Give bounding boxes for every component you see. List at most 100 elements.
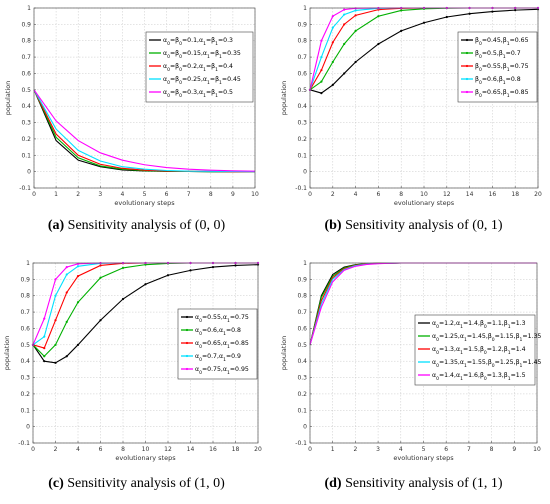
series-point-1	[320, 91, 323, 95]
series-point-2	[343, 42, 346, 46]
y-tick-label: 0.3	[297, 375, 307, 382]
x-tick-label: 12	[164, 446, 172, 453]
x-tick-label: 9	[231, 191, 235, 198]
x-tick-label: 2	[76, 191, 80, 198]
y-axis-label: population	[280, 81, 288, 116]
series-point-1	[468, 12, 471, 15]
series-point-1	[189, 269, 192, 272]
x-tick-label: 1	[331, 446, 335, 453]
series-point-2	[144, 263, 147, 266]
y-tick-label: 0.8	[297, 38, 307, 45]
x-tick-label: 12	[443, 191, 451, 198]
caption-b: (b) Sensitivity analysis of (0, 1)	[277, 218, 550, 234]
series-point-1	[99, 319, 102, 322]
legend-label-1: β0=0.45,β1=0.65	[475, 37, 529, 47]
y-tick-label: 0.5	[297, 342, 307, 349]
legend-label-4: α0=1.35,α1=1.55,β0=1.25,β1=1.45	[432, 359, 541, 369]
y-tick-label: -0.1	[19, 185, 31, 192]
y-tick-label: -0.1	[295, 185, 307, 192]
y-tick-label: 0.2	[20, 391, 30, 398]
y-tick-label: 0.5	[20, 342, 30, 349]
x-tick-label: 0	[32, 191, 36, 198]
series-point-5	[331, 15, 334, 18]
x-tick-label: 2	[353, 446, 357, 453]
y-tick-label: 0.5	[297, 87, 307, 94]
series-point-1	[343, 72, 346, 75]
series-point-1	[400, 29, 403, 33]
y-axis-label: population	[3, 336, 11, 371]
x-tick-label: 16	[489, 191, 497, 198]
y-tick-label: 0	[26, 424, 30, 431]
x-tick-label: 6	[165, 191, 169, 198]
legend-label-1: α0=0.55,α1=0.75	[195, 314, 249, 324]
y-tick-label: 0.6	[297, 325, 307, 332]
caption-text: Sensitivity analysis of (0, 1)	[341, 218, 503, 233]
legend-label-2: β0=0.5,β1=0.7	[475, 50, 521, 60]
series-point-1	[211, 265, 215, 269]
y-tick-label: 0.6	[297, 70, 307, 77]
x-tick-label: 8	[399, 191, 403, 198]
y-tick-label: 1	[27, 5, 31, 12]
x-tick-label: 1	[54, 191, 58, 198]
x-tick-label: 14	[466, 191, 474, 198]
caption-letter: (b)	[324, 218, 342, 233]
x-tick-label: 0	[308, 191, 312, 198]
legend-label-5: α0=0.75,α1=0.95	[195, 366, 249, 376]
series-point-1	[43, 360, 46, 363]
legend-marker-3	[185, 341, 189, 345]
y-tick-label: 0.8	[21, 38, 31, 45]
series-point-2	[354, 29, 357, 33]
y-tick-label: 0.5	[21, 87, 31, 94]
caption-text: Sensitivity analysis of (1, 0)	[63, 476, 225, 491]
legend-marker-3	[465, 64, 469, 68]
series-point-2	[331, 60, 334, 64]
y-tick-label: 0.8	[297, 293, 307, 300]
series-point-1	[144, 283, 147, 286]
legend-label-5: α0=1.4,α1=1.6,β0=1.3,β1=1.5	[432, 372, 526, 382]
y-tick-label: 0.3	[21, 120, 31, 127]
series-point-1	[377, 42, 380, 46]
x-axis-label: evolutionary steps	[114, 199, 175, 207]
caption-letter: (a)	[47, 218, 65, 233]
legend-label-2: α0=1.25,α1=1.45,β0=1.15,β1=1.35	[432, 333, 541, 343]
series-point-2	[377, 15, 380, 18]
series-point-2	[400, 9, 403, 12]
x-tick-label: 4	[399, 446, 403, 453]
caption-letter: (c)	[48, 476, 64, 491]
series-point-3	[331, 41, 334, 44]
legend-box	[145, 31, 254, 103]
legend-label-4: α0=β0=0.25,α1=β1=0.45	[163, 76, 241, 86]
x-tick-label: 14	[187, 446, 195, 453]
y-tick-label: 0	[303, 169, 307, 176]
y-tick-label: 0.9	[297, 21, 307, 28]
y-tick-label: 0.4	[297, 103, 307, 110]
series-point-2	[54, 343, 57, 346]
legend-label-1: α0=1.2,α1=1.4,β0=1.1,β1=1.3	[432, 320, 526, 330]
series-point-3	[43, 346, 46, 350]
series-point-1	[445, 15, 448, 19]
legend-label-2: α0=0.6,α1=0.8	[195, 327, 241, 337]
legend-marker-1	[185, 315, 189, 319]
x-tick-label: 3	[98, 191, 102, 198]
series-point-3	[354, 14, 357, 17]
caption-d: (d) Sensitivity analysis of (1, 1)	[277, 476, 550, 492]
series-point-2	[121, 266, 125, 270]
x-tick-label: 16	[209, 446, 217, 453]
x-tick-label: 6	[376, 191, 380, 198]
y-tick-label: 0.1	[21, 152, 31, 159]
legend-label-2: α0=β0=0.15,α1=β1=0.35	[163, 50, 241, 60]
x-tick-label: 18	[232, 446, 240, 453]
legend-label-3: β0=0.55,β1=0.75	[475, 63, 529, 73]
x-tick-label: 6	[444, 446, 448, 453]
legend-marker-1	[465, 38, 469, 42]
x-tick-label: 10	[533, 446, 541, 453]
x-tick-label: 9	[512, 446, 516, 453]
y-tick-label: -0.1	[18, 440, 30, 447]
y-tick-label: 0.7	[297, 309, 307, 316]
series-point-4	[354, 9, 357, 12]
y-tick-label: 0.1	[297, 152, 307, 159]
series-point-4	[54, 294, 57, 297]
chart-panel-a: 0 1 2 3 4 5 6 7 8 9 10-0.100.10.20.30.40.50.60.70.…	[4, 5, 259, 207]
x-tick-label: 4	[120, 191, 124, 198]
